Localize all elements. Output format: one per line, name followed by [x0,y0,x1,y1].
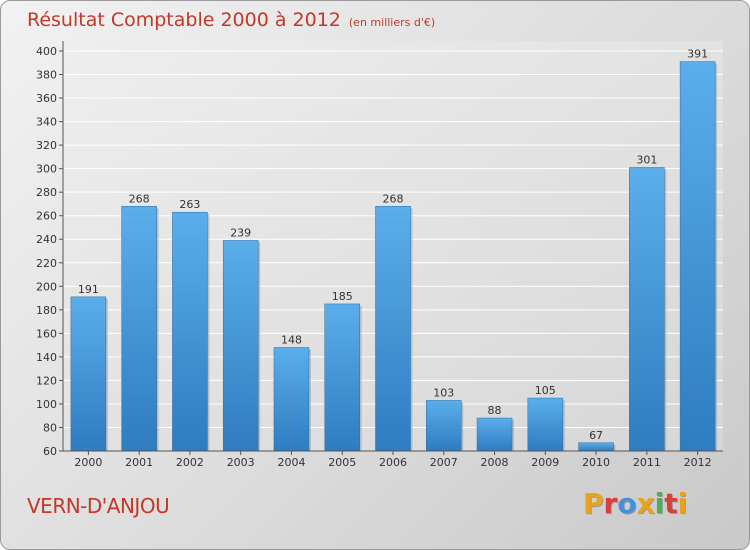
bar-value-label: 148 [281,333,302,346]
bar-value-label: 191 [78,283,99,296]
logo-letter: t [664,487,678,520]
bar-value-label: 67 [589,429,603,442]
y-tick-label: 60 [43,445,57,458]
bar [629,167,665,452]
x-tick-label: 2000 [74,456,102,469]
y-tick-label: 320 [36,139,57,152]
bar [172,211,208,452]
x-tick-label: 2001 [125,456,153,469]
bar [679,61,716,452]
logo-letter: o [617,487,637,520]
x-tick-label: 2002 [176,456,204,469]
bar [375,206,411,452]
logo-letter: r [603,487,618,520]
bar-value-label: 263 [179,198,200,211]
place-name: VERN-D'ANJOU [27,494,170,518]
x-tick-label: 2006 [379,456,407,469]
bar-value-label: 301 [636,153,657,166]
bar [273,347,310,452]
bar [222,240,259,452]
x-tick-label: 2009 [531,456,559,469]
bar-value-label: 268 [129,192,150,205]
x-tick-label: 2004 [277,456,305,469]
bar-value-label: 268 [383,192,404,205]
x-tick-label: 2010 [582,456,610,469]
bar-value-label: 391 [687,48,708,61]
x-tick-label: 2007 [430,456,458,469]
chart-title: Résultat Comptable 2000 à 2012 (en millie… [27,9,435,31]
y-tick-label: 280 [36,186,57,199]
x-tick-label: 2008 [481,456,509,469]
x-tick-label: 2005 [328,456,356,469]
y-tick-label: 220 [36,257,57,270]
x-tick-label: 2003 [227,456,255,469]
y-tick-label: 100 [36,398,57,411]
y-tick-label: 180 [36,304,57,317]
x-tick-label: 2011 [633,456,661,469]
y-tick-label: 380 [36,69,57,82]
logo-letter: x [636,487,655,520]
y-tick-label: 160 [36,327,57,340]
bar [70,296,107,452]
y-tick-label: 140 [36,351,57,364]
y-tick-label: 300 [36,163,57,176]
y-tick-label: 400 [36,45,57,58]
y-tick-label: 360 [36,92,57,105]
logo-letter: i [654,487,665,520]
bar-value-label: 103 [433,386,454,399]
logo-letter: i [677,487,688,520]
bar [324,303,360,452]
y-tick-label: 340 [36,116,57,129]
bar-value-label: 105 [535,384,556,397]
y-tick-label: 240 [36,233,57,246]
bar-value-label: 88 [488,404,502,417]
chart-subtitle: (en milliers d'€) [348,16,436,29]
bar [121,206,157,452]
logo-letter: P [583,487,604,520]
bar [527,397,564,452]
proxiti-logo: Proxiti [583,487,687,520]
bar [578,442,614,452]
bar-value-label: 239 [230,226,251,239]
y-tick-label: 260 [36,210,57,223]
y-tick-label: 200 [36,280,57,293]
bar [426,400,462,452]
bar-value-label: 185 [332,290,353,303]
y-tick-label: 80 [43,421,57,434]
bar [476,417,513,452]
x-tick-label: 2012 [684,456,712,469]
chart-title-text: Résultat Comptable 2000 à 2012 [27,9,341,31]
y-tick-label: 120 [36,374,57,387]
